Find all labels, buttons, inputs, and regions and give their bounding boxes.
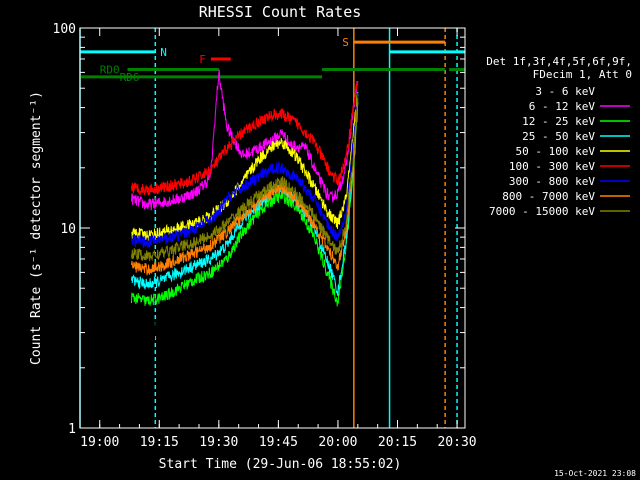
series-line-8 [131, 98, 359, 262]
flag-label-f: F [199, 53, 206, 66]
flag-label-n: N [160, 46, 167, 59]
series-lines [131, 69, 359, 355]
x-tick-label-1: 19:15 [140, 435, 179, 450]
legend-label-3: 25 - 50 keV [522, 130, 595, 143]
legend-label-0: 3 - 6 keV [535, 85, 595, 98]
x-axis-label: Start Time (29-Jun-06 18:55:02) [159, 457, 402, 472]
flag-label-rd0: RD0 [100, 64, 120, 77]
axes: 19:00 19:15 19:30 19:45 20:00 20:15 20:30 1 10 10… [53, 22, 477, 450]
legend-label-1: 6 - 12 keV [529, 100, 596, 113]
y-tick-label-0: 1 [68, 422, 76, 437]
legend-label-4: 50 - 100 keV [516, 145, 596, 158]
x-tick-label-3: 19:45 [259, 435, 298, 450]
legend-header-1: FDecim 1, Att 0 [533, 68, 632, 81]
legend-label-6: 300 - 800 keV [509, 175, 595, 188]
flag-label-rd6: RD6 [120, 71, 140, 84]
series-line-3 [131, 92, 359, 297]
legend-label-8: 7000 - 15000 keV [489, 205, 595, 218]
x-tick-label-2: 19:30 [199, 435, 238, 450]
series-line-2 [131, 97, 359, 307]
x-tick-label-4: 20:00 [318, 435, 357, 450]
legend-label-7: 800 - 7000 keV [502, 190, 595, 203]
legend: Det 1f,3f,4f,5f,6f,9f,FDecim 1, Att 0 3 -… [486, 55, 632, 218]
series-line-5 [131, 82, 359, 196]
chart-title: RHESSI Count Rates [199, 3, 362, 21]
footer-timestamp: 15-Oct-2021 23:08 [554, 469, 636, 478]
series-line-7 [131, 102, 359, 276]
y-tick-label-2: 100 [53, 22, 76, 37]
y-axis-label: Count Rate (s⁻¹ detector segment⁻¹) [29, 91, 44, 365]
legend-label-5: 100 - 300 keV [509, 160, 595, 173]
x-tick-label-5: 20:15 [378, 435, 417, 450]
legend-header-0: Det 1f,3f,4f,5f,6f,9f, [486, 55, 632, 68]
x-tick-label-6: 20:30 [437, 435, 476, 450]
y-tick-label-1: 10 [60, 222, 76, 237]
flag-label-s: S [342, 36, 349, 49]
x-tick-label-0: 19:00 [80, 435, 119, 450]
series-line-1 [131, 69, 359, 211]
series-line-6 [131, 92, 359, 249]
legend-label-2: 12 - 25 keV [522, 115, 595, 128]
